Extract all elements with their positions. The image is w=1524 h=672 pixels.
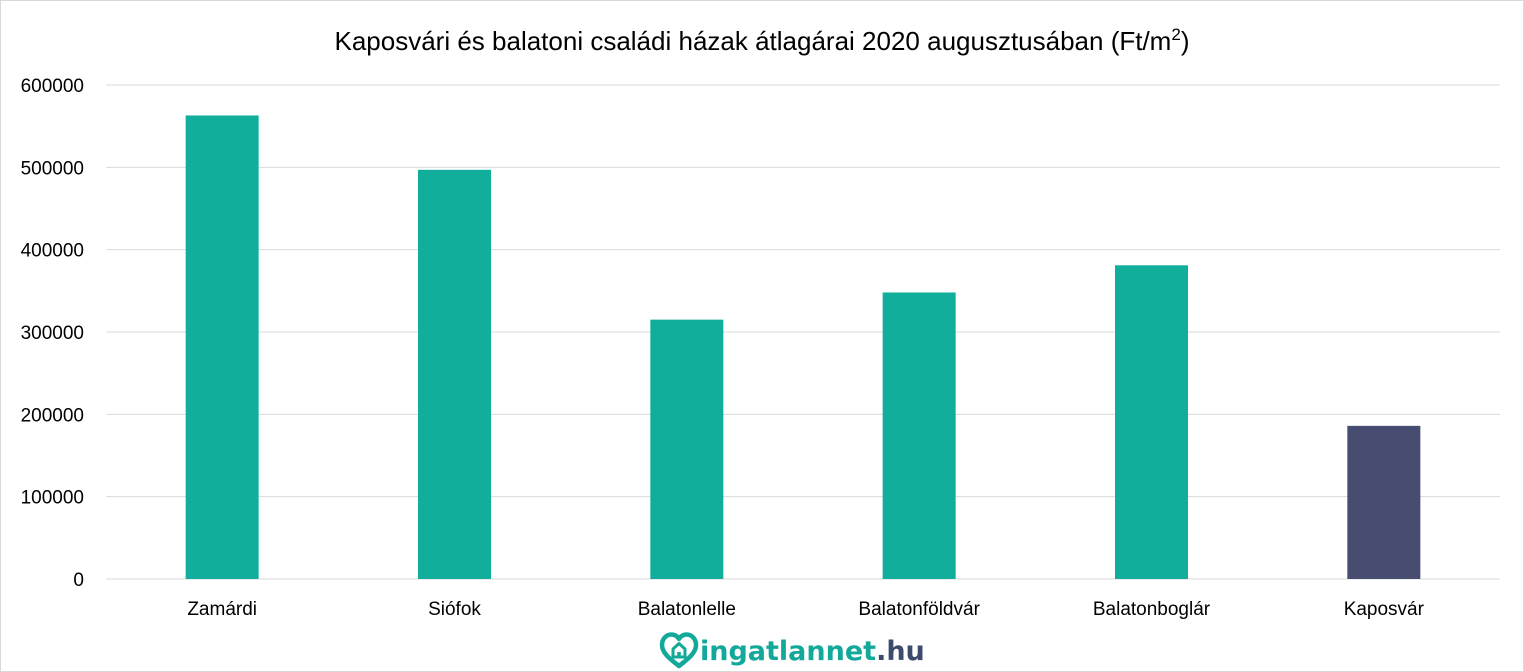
y-tick-label: 400000	[21, 241, 84, 262]
chart-title-superscript: 2	[1171, 25, 1180, 44]
category-label: Balatonboglár	[1093, 599, 1211, 620]
gridlines	[106, 84, 1500, 580]
logo-name: ingatlannet	[700, 636, 876, 667]
y-axis-tick-labels: 0 100000 200000 300000 400000 500000 600000	[21, 76, 84, 591]
category-label: Siófok	[428, 599, 481, 620]
bar-5	[1115, 265, 1188, 579]
category-label: Zamárdi	[187, 599, 257, 620]
y-tick-label: 200000	[21, 405, 84, 426]
category-label: Kaposvár	[1344, 599, 1425, 620]
y-tick-label: 100000	[21, 488, 84, 509]
y-tick-label: 0	[73, 570, 84, 591]
chart-title-end: )	[1181, 26, 1190, 56]
bars	[185, 115, 1421, 580]
x-axis-category-labels: Zamárdi Siófok Balatonlelle Balatonföldvár B…	[187, 599, 1424, 620]
heart-house-icon	[659, 632, 699, 669]
bar-3	[650, 319, 724, 579]
chart-title-main: Kaposvári és balatoni családi házak átla…	[335, 26, 1172, 56]
bar-4	[882, 292, 956, 579]
bar-1	[185, 115, 259, 580]
logo-tld: .hu	[876, 636, 925, 667]
svg-text:ingatlannet.hu: ingatlannet.hu	[700, 636, 925, 667]
category-label: Balatonföldvár	[858, 599, 980, 620]
y-tick-label: 300000	[21, 323, 84, 344]
y-tick-label: 600000	[21, 76, 84, 97]
category-label: Balatonlelle	[638, 599, 736, 620]
bar-2	[418, 169, 491, 579]
bar-6	[1347, 425, 1421, 579]
ingatlannet-logo: ingatlannet.hu	[659, 632, 925, 669]
chart-title: Kaposvári és balatoni családi házak átla…	[335, 25, 1190, 56]
y-tick-label: 500000	[21, 158, 84, 179]
